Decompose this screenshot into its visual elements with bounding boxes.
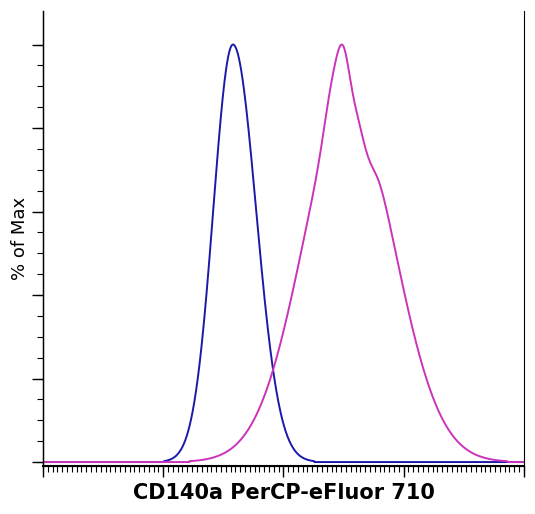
X-axis label: CD140a PerCP-eFluor 710: CD140a PerCP-eFluor 710 (133, 483, 434, 503)
Y-axis label: % of Max: % of Max (11, 197, 29, 280)
